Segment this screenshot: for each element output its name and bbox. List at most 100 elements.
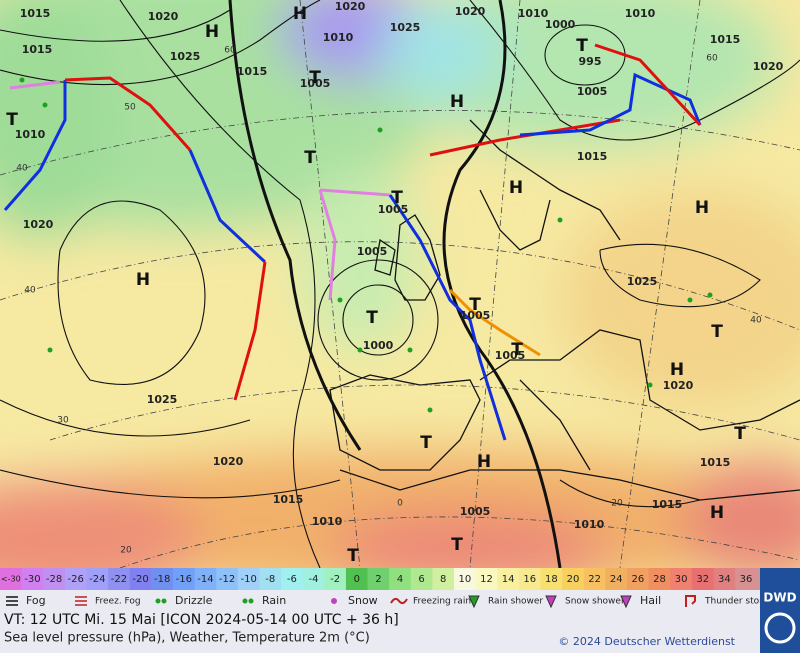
legend-icon	[155, 598, 161, 604]
scale-label: 30	[675, 574, 688, 585]
pressure-center: T	[391, 188, 403, 208]
scale-label: 24	[610, 574, 623, 585]
pressure-center: H	[710, 503, 724, 523]
pressure-label: 1015	[700, 456, 731, 469]
scale-cell	[194, 568, 217, 590]
pressure-center: T	[309, 68, 321, 88]
scale-label: -8	[265, 574, 275, 585]
pressure-label: 1005	[357, 245, 388, 258]
legend-icon	[242, 598, 248, 604]
weather-symbols	[19, 77, 713, 413]
legend-icon	[468, 595, 480, 609]
scale-label: -20	[132, 574, 148, 585]
pressure-label: 1015	[237, 65, 268, 78]
legend-label: Freezing rain	[413, 597, 471, 607]
latitude-label: 20	[611, 499, 623, 509]
pressure-label: 1010	[625, 7, 656, 20]
pressure-center: T	[469, 295, 481, 315]
scale-cell	[237, 568, 260, 590]
pressure-label: 995	[579, 55, 602, 68]
scale-cell	[0, 568, 23, 590]
scale-label: 16	[523, 574, 536, 585]
valid-time: VT: 12 UTC Mi. 15 Mai [ICON 2024-05-14 0…	[4, 612, 399, 628]
scale-cell	[713, 568, 736, 590]
temperature-scale: <-30 -30 -28 -26 -24 -22 -20 -18 -16 -14 -12 -10 -8-…	[0, 568, 800, 590]
pressure-label: 1010	[518, 7, 549, 20]
scale-label: 34	[718, 574, 731, 585]
scale-label: 4	[397, 574, 403, 585]
legend-icon	[331, 598, 337, 604]
scale-cell	[648, 568, 671, 590]
scale-label: 20	[567, 574, 580, 585]
pressure-center: H	[695, 198, 709, 218]
latitude-label: 40	[24, 286, 36, 296]
scale-label: -2	[330, 574, 340, 585]
pressure-center: T	[304, 148, 316, 168]
description: Sea level pressure (hPa), Weather, Tempe…	[4, 631, 370, 646]
pressure-label: 1005	[378, 203, 409, 216]
scale-cell	[735, 568, 758, 590]
pressure-label: 1010	[15, 128, 46, 141]
scale-cell	[21, 568, 44, 590]
map: 1015 1020 1020 1020 1010 1010 1015 1025 1010 1025…	[0, 0, 800, 568]
legend-icon	[620, 595, 632, 609]
legend-label: Snow	[348, 594, 378, 607]
pressure-center: H	[670, 360, 684, 380]
scale-cell	[367, 568, 390, 590]
pressure-label: 1010	[323, 31, 354, 44]
pressure-center: H	[136, 270, 150, 290]
legend-icon	[248, 598, 254, 604]
scale-label: 22	[588, 574, 601, 585]
scale-cell	[691, 568, 715, 590]
scale-cell	[43, 568, 66, 590]
scale-label: 28	[653, 574, 666, 585]
scale-label: 26	[631, 574, 644, 585]
scale-label: -6	[287, 574, 297, 585]
legend-icon	[161, 598, 167, 604]
pressure-label: 1015	[273, 493, 304, 506]
scale-label: -4	[309, 574, 319, 585]
scale-cell	[432, 568, 455, 590]
legend-label: Rain	[262, 594, 286, 607]
footer-bar	[0, 612, 760, 653]
pressure-label: 1005	[300, 77, 331, 90]
scale-cell	[64, 568, 87, 590]
legend-label: Drizzle	[175, 594, 213, 607]
legend-icon	[390, 597, 408, 605]
scale-cell	[410, 568, 433, 590]
scale-cell	[627, 568, 650, 590]
scale-label: -30	[24, 574, 40, 585]
pressure-center: H	[509, 178, 523, 198]
weather-legend: Fog Freez. Fog Drizzle Rain Snow Freezing rai…	[6, 594, 771, 609]
scale-cell	[108, 568, 131, 590]
scale-cell	[345, 568, 369, 590]
pressure-label: 1005	[495, 349, 526, 362]
pressure-label: 1015	[20, 7, 51, 20]
legend-label: Freez. Fog	[95, 597, 141, 607]
pressure-center: T	[6, 110, 18, 130]
scale-label: 0	[354, 574, 360, 585]
map-labels: 1015 1020 1020 1020 1010 1010 1015 1025 1010 1025…	[6, 0, 783, 566]
legend-label: Snow shower	[565, 597, 625, 607]
pressure-label: 1010	[574, 518, 605, 531]
scale-cell	[583, 568, 606, 590]
scale-label: 8	[440, 574, 446, 585]
scale-label: <-30	[1, 575, 21, 584]
pressure-label: 1020	[148, 10, 179, 23]
pressure-center: H	[450, 92, 464, 112]
scale-cell	[151, 568, 174, 590]
scale-cell	[302, 568, 325, 590]
latitude-label: 20	[120, 546, 132, 556]
scale-label: -10	[240, 574, 256, 585]
scale-label: -28	[46, 574, 62, 585]
pressure-center: H	[205, 22, 219, 42]
scale-label: -24	[89, 574, 105, 585]
legend-label: Thunder storm	[704, 597, 771, 607]
scale-cell	[497, 568, 520, 590]
dwd-logo-icon	[764, 612, 796, 644]
latitude-label: 40	[750, 316, 762, 326]
scale-label: 12	[480, 574, 493, 585]
pressure-label: 1005	[460, 309, 491, 322]
scale-label: 10	[458, 574, 471, 585]
pressure-label: 1000	[363, 339, 394, 352]
